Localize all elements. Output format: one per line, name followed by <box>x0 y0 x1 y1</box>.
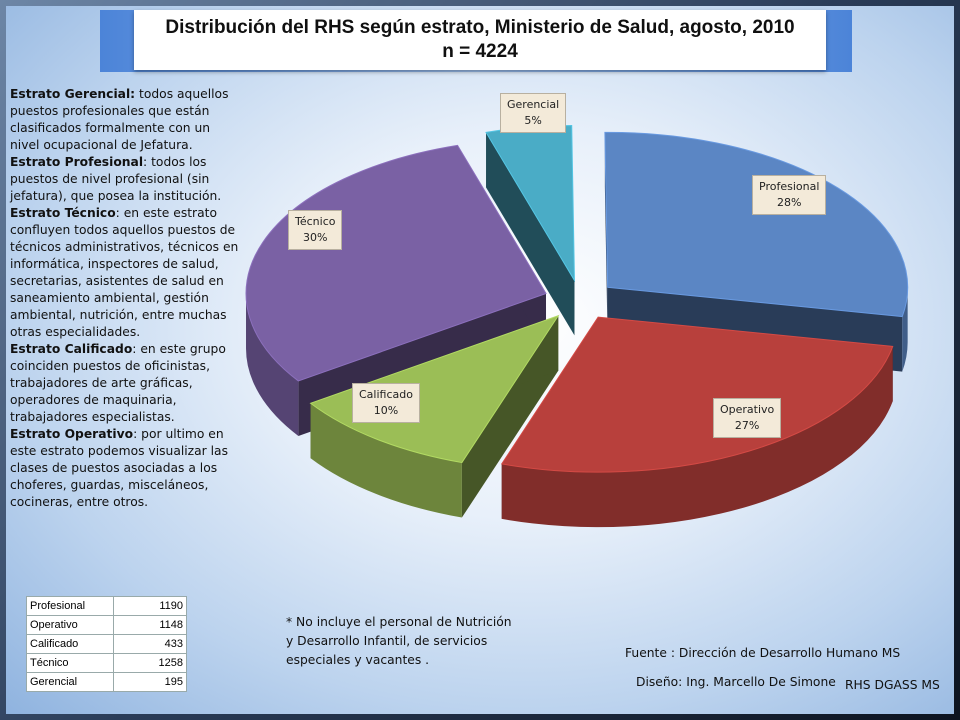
def-text-gerencial: todos aquellos puestos profesionales que… <box>10 87 229 152</box>
table-row: Operativo 1148 <box>26 615 187 635</box>
pie-slice-top <box>309 314 560 464</box>
table-cell-value: 1258 <box>113 653 187 673</box>
data-table: Profesional 1190 Operativo 1148 Calificado… <box>26 596 187 692</box>
label-operativo-percent: 27% <box>734 419 760 432</box>
table-row: Técnico 1258 <box>26 653 187 673</box>
pie-slice-top <box>500 316 894 473</box>
label-calificado: Calificado 10% <box>352 383 420 423</box>
pie-slice-wall <box>486 132 575 336</box>
table-cell-value: 1190 <box>113 596 187 616</box>
department-tag: RHS DGASS MS <box>845 678 940 692</box>
def-text-operativo: : por ultimo en este estrato podemos vis… <box>10 427 228 509</box>
table-cell-value: 195 <box>113 672 187 692</box>
label-calificado-name: Calificado <box>359 388 413 401</box>
def-term-operativo: Estrato Operativo <box>10 427 134 441</box>
label-gerencial-name: Gerencial <box>507 98 560 111</box>
title-box: Distribución del RHS según estrato, Mini… <box>134 10 826 70</box>
table-cell-category: Operativo <box>26 615 114 635</box>
def-term-tecnico: Estrato Técnico <box>10 206 116 220</box>
strata-definitions: Estrato Gerencial: todos aquellos puesto… <box>10 86 242 511</box>
label-tecnico: Técnico 30% <box>288 210 343 250</box>
pie-slice-top <box>245 144 547 382</box>
label-operativo-name: Operativo <box>720 403 775 416</box>
label-tecnico-percent: 30% <box>303 231 328 244</box>
design-credit: Diseño: Ing. Marcello De Simone <box>636 675 836 689</box>
table-cell-category: Gerencial <box>26 672 114 692</box>
table-cell-value: 433 <box>113 634 187 654</box>
def-text-profesional: : todos los puestos de nivel profesional… <box>10 155 222 203</box>
table-row: Gerencial 195 <box>26 672 187 692</box>
label-calificado-percent: 10% <box>373 404 399 417</box>
footnote: * No incluye el personal de Nutrición y … <box>286 615 512 667</box>
pie-slice-rim <box>246 293 299 436</box>
def-term-gerencial: Estrato Gerencial: <box>10 87 136 101</box>
pie-slice-gerencial <box>485 124 576 336</box>
pie-slice-operativo <box>500 316 894 528</box>
label-operativo: Operativo 27% <box>713 398 782 438</box>
def-term-calificado: Estrato Calificado <box>10 342 133 356</box>
def-text-tecnico: : en este estrato confluyen todos aquell… <box>10 206 239 339</box>
def-text-calificado: : en este grupo coinciden puestos de ofi… <box>10 342 226 424</box>
label-gerencial: Gerencial 5% <box>500 93 567 133</box>
label-gerencial-percent: 5% <box>524 114 542 127</box>
table-row: Profesional 1190 <box>26 596 187 616</box>
pie-slice-rim <box>501 346 893 528</box>
table-cell-category: Profesional <box>26 596 114 616</box>
label-tecnico-name: Técnico <box>295 215 336 228</box>
label-profesional: Profesional 28% <box>752 175 827 215</box>
pie-slice-rim <box>902 287 908 372</box>
pie-slice-top <box>604 131 909 318</box>
label-profesional-percent: 28% <box>776 196 802 209</box>
chart-subtitle: n = 4224 <box>442 41 518 62</box>
pie-slice-rim <box>310 403 462 518</box>
table-cell-category: Calificado <box>26 634 114 654</box>
label-profesional-name: Profesional <box>759 180 820 193</box>
chart-title: Distribución del RHS según estrato, Mini… <box>165 17 795 38</box>
def-term-profesional: Estrato Profesional <box>10 155 144 169</box>
source-note: Fuente : Dirección de Desarrollo Humano … <box>625 646 901 660</box>
table-row: Calificado 433 <box>26 634 187 654</box>
table-cell-value: 1148 <box>113 615 187 635</box>
table-cell-category: Técnico <box>26 653 114 673</box>
